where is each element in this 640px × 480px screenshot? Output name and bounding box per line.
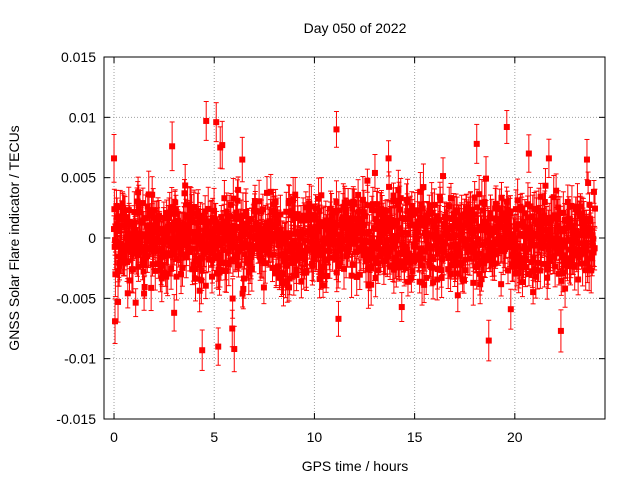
data-point	[514, 178, 521, 223]
data-point	[356, 259, 363, 291]
x-tick-label: 20	[507, 429, 523, 445]
data-point	[437, 186, 444, 214]
data-point	[507, 288, 514, 330]
y-axis-label: GNSS Solar Flare indicator / TECUs	[6, 125, 22, 350]
y-tick-label: 0.005	[61, 170, 96, 186]
y-tick-label: -0.015	[56, 411, 96, 427]
data-point	[239, 279, 246, 308]
data-point	[199, 329, 206, 371]
data-point	[591, 188, 598, 229]
data-point	[333, 111, 340, 148]
data-point	[585, 171, 592, 195]
y-tick-label: -0.005	[56, 290, 96, 306]
data-point	[112, 298, 119, 345]
y-tick-label: 0	[88, 230, 96, 246]
data-point	[235, 176, 242, 204]
data-point	[202, 272, 209, 300]
data-point	[132, 288, 139, 318]
x-tick-label: 0	[110, 429, 118, 445]
data-point	[335, 300, 342, 337]
data-point	[525, 134, 532, 173]
data-point	[583, 138, 590, 181]
y-tick-label: 0.015	[61, 49, 96, 65]
data-point	[440, 157, 447, 195]
data-point	[231, 325, 238, 373]
data-point	[171, 294, 178, 332]
data-point	[213, 102, 220, 143]
data-points	[111, 101, 598, 373]
data-point	[482, 156, 489, 202]
data-point	[364, 184, 371, 226]
x-tick-label: 5	[210, 429, 218, 445]
x-tick-label: 15	[407, 429, 423, 445]
data-point	[203, 101, 210, 141]
data-point	[590, 180, 597, 204]
data-point	[557, 309, 564, 353]
y-tick-label: -0.01	[64, 351, 96, 367]
data-point	[485, 319, 492, 362]
data-point	[353, 258, 360, 296]
data-point	[498, 271, 505, 297]
data-point	[385, 140, 392, 177]
data-point	[215, 327, 222, 366]
data-point	[398, 292, 405, 322]
x-tick-label: 10	[307, 429, 323, 445]
data-point	[169, 121, 176, 172]
data-point	[239, 136, 246, 183]
data-point	[545, 138, 552, 179]
data-point	[473, 123, 480, 164]
data-point	[240, 268, 247, 310]
data-point	[503, 110, 510, 144]
data-point	[390, 182, 397, 209]
data-point	[141, 276, 148, 311]
data-point	[115, 281, 122, 323]
chart-title: Day 050 of 2022	[304, 20, 407, 36]
data-point	[454, 278, 461, 313]
x-axis-label: GPS time / hours	[302, 458, 409, 474]
data-point	[530, 279, 537, 305]
data-point	[219, 120, 226, 170]
y-tick-label: 0.01	[69, 109, 96, 125]
axis-ticks: 0 5 10 15 20 -0.015 -0.01 -0.005 0 0.005 0.01 0.015	[56, 49, 605, 445]
data-point	[111, 133, 118, 183]
data-point	[371, 153, 378, 192]
